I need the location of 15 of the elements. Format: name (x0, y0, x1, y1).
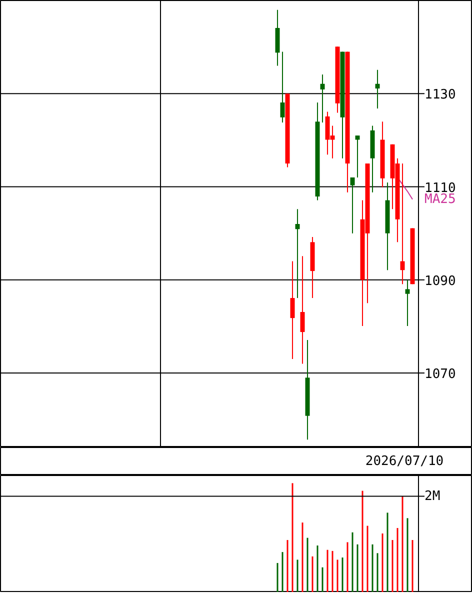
y-tick-label: 1130 (424, 88, 456, 103)
candlestick (355, 135, 360, 178)
candlestick (300, 256, 305, 364)
candlestick (280, 51, 285, 123)
y-tick-label: 1070 (424, 367, 456, 382)
candlestick (295, 208, 300, 299)
ref-line-label: 2M (424, 488, 440, 504)
candlestick (290, 260, 295, 360)
candlestick (405, 279, 410, 326)
candlestick (400, 162, 405, 285)
candlestick (350, 176, 355, 234)
candlestick (320, 74, 325, 123)
text: 2026/07/10 (365, 454, 444, 469)
y-tick-label: 1090 (424, 274, 456, 289)
candlestick (375, 69, 380, 110)
